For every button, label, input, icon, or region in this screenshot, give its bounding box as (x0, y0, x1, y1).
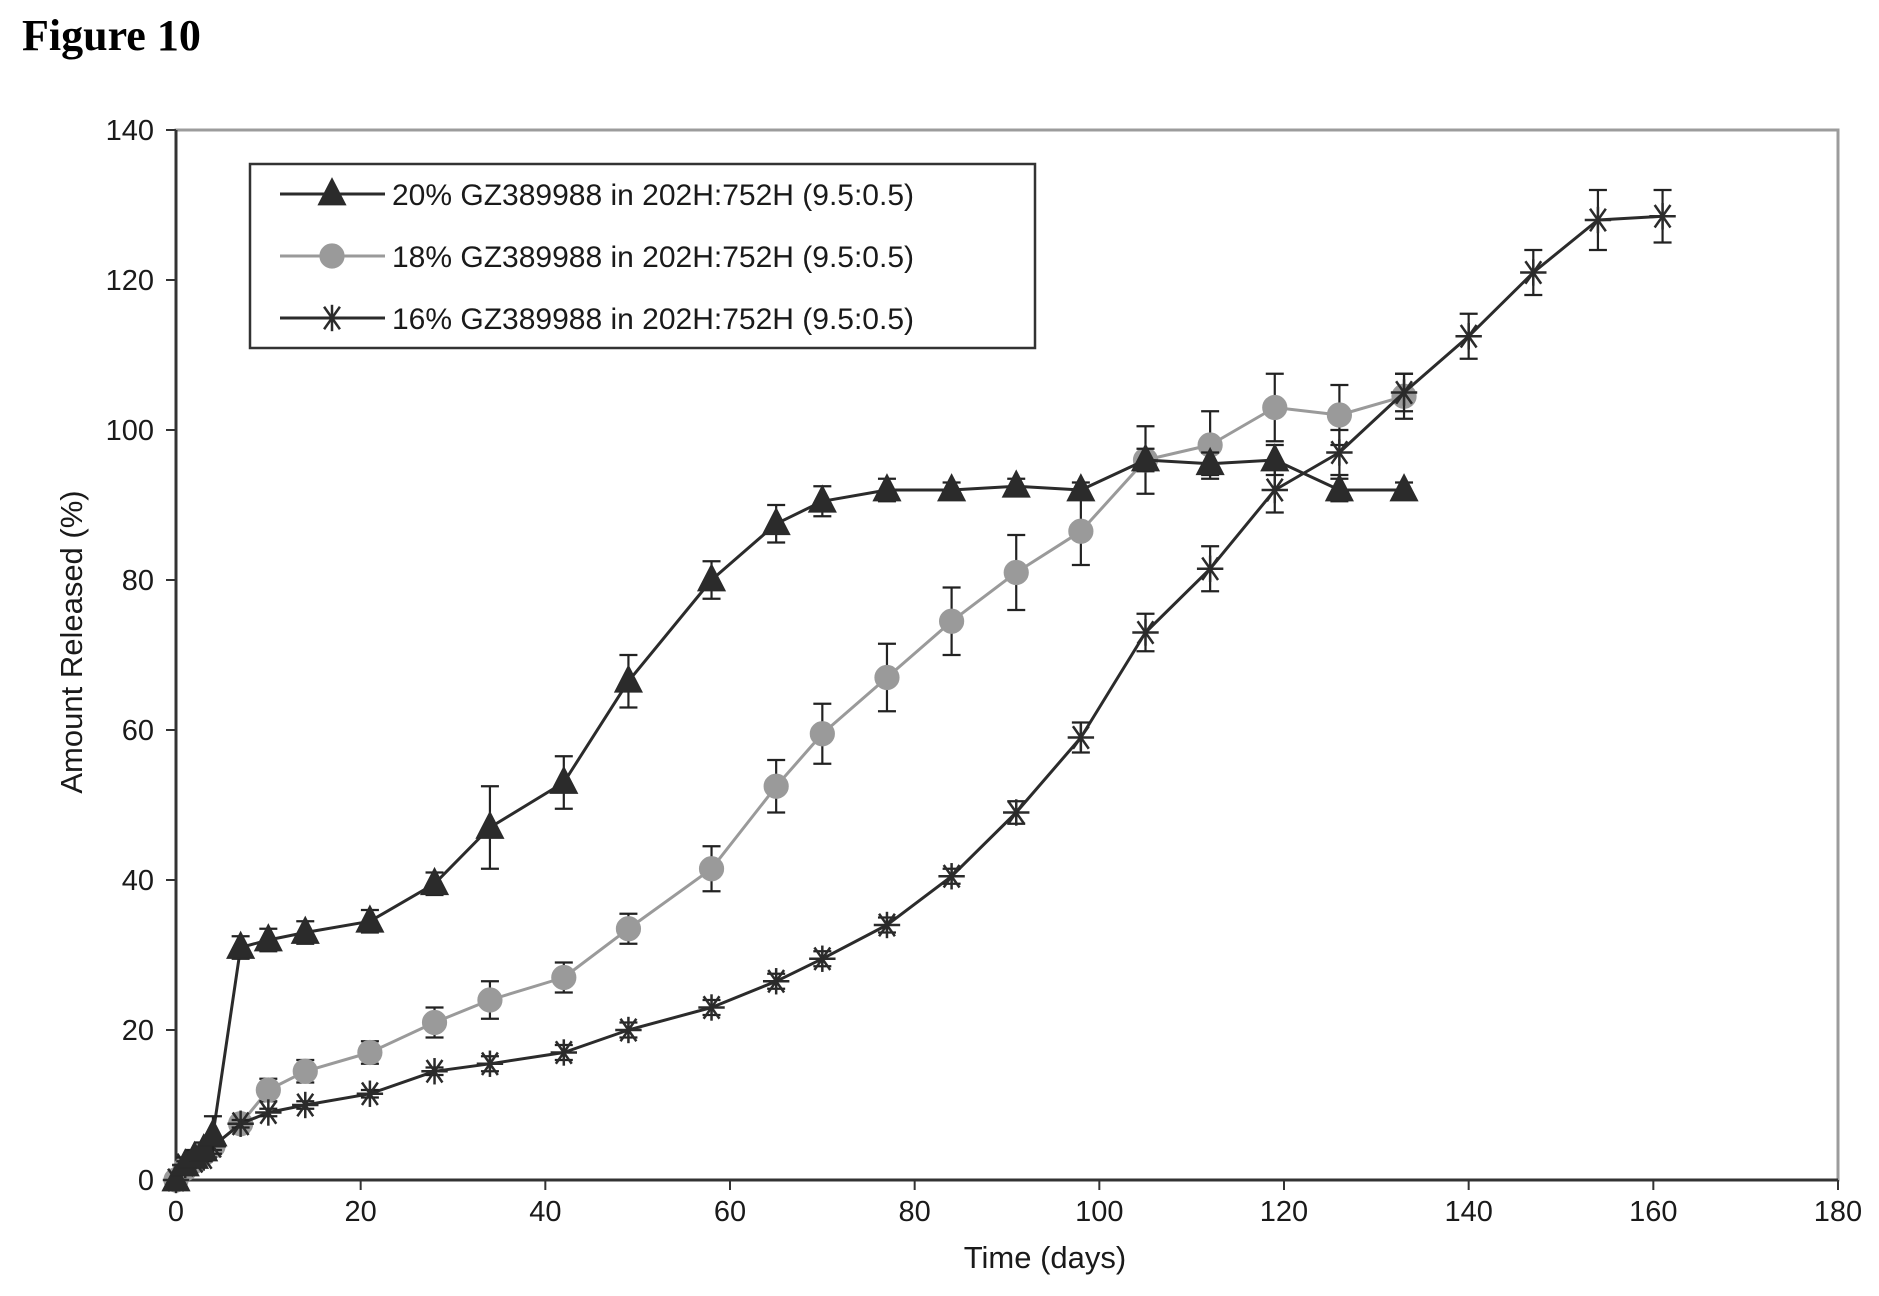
series-2 (163, 372, 1417, 1193)
y-tick-label: 100 (106, 415, 154, 447)
data-point (355, 904, 385, 933)
data-point (1195, 446, 1225, 476)
data-point (255, 1077, 281, 1103)
x-tick-label: 120 (1260, 1196, 1308, 1228)
data-point (551, 964, 577, 991)
series-line (174, 214, 1663, 1181)
data-point (475, 810, 505, 839)
data-point (1260, 443, 1290, 472)
data-point (1196, 555, 1224, 582)
legend-marker (318, 304, 346, 332)
data-point (696, 563, 727, 592)
data-point (421, 1058, 448, 1085)
data-point (1326, 402, 1353, 428)
data-point (807, 484, 837, 513)
data-point (477, 987, 503, 1013)
x-tick-label: 0 (168, 1196, 184, 1228)
legend-label: 18% GZ389988 in 202H:752H (9.5:0.5) (392, 241, 914, 274)
y-tick-label: 140 (106, 115, 154, 147)
data-point (613, 664, 644, 693)
x-tick-label: 40 (529, 1196, 561, 1228)
data-point (1067, 724, 1095, 751)
y-tick-label: 120 (106, 265, 154, 297)
figure-title: Figure 10 (22, 11, 201, 60)
data-point (1262, 394, 1288, 421)
data-point (1326, 439, 1353, 466)
x-axis-label: Time (days) (964, 1240, 1126, 1275)
x-tick-label: 20 (345, 1196, 377, 1228)
y-axis-label: Amount Released (%) (54, 490, 89, 793)
data-point (615, 916, 642, 942)
y-tick-label: 20 (122, 1015, 154, 1047)
data-point (226, 930, 256, 959)
x-tick-label: 100 (1075, 1196, 1123, 1228)
y-tick-label: 0 (138, 1165, 154, 1197)
data-point (189, 1133, 219, 1162)
data-point (1130, 443, 1161, 472)
data-point (227, 1110, 254, 1137)
data-point (937, 473, 967, 502)
y-tick-label: 80 (122, 565, 154, 597)
data-point (762, 968, 790, 995)
y-tick-label: 60 (122, 715, 154, 747)
data-point (615, 1016, 642, 1044)
x-tick-label: 140 (1444, 1196, 1492, 1228)
series-1 (161, 443, 1419, 1192)
series-line (174, 394, 1405, 1181)
data-point (253, 923, 283, 952)
data-point (873, 911, 901, 939)
legend-label: 16% GZ389988 in 202H:752H (9.5:0.5) (392, 303, 914, 336)
x-tick-label: 80 (899, 1196, 931, 1228)
legend-marker (317, 177, 347, 206)
data-point (1261, 476, 1288, 504)
x-tick-label: 180 (1814, 1196, 1862, 1228)
data-point (1066, 473, 1096, 502)
x-tick-label: 60 (714, 1196, 746, 1228)
data-point (1390, 379, 1418, 406)
data-point (809, 945, 836, 972)
data-point (1003, 799, 1030, 826)
data-point (1389, 473, 1419, 502)
data-point (874, 664, 900, 691)
x-tick-label: 160 (1629, 1196, 1677, 1228)
data-point (198, 1118, 228, 1147)
data-point (938, 863, 965, 890)
data-point (550, 1039, 577, 1066)
data-point (763, 773, 789, 799)
data-point (939, 608, 965, 634)
data-point (1455, 323, 1482, 350)
data-point (292, 1058, 318, 1084)
data-point (1324, 473, 1354, 502)
data-point (698, 856, 725, 882)
data-point (549, 765, 579, 794)
data-point (161, 1163, 191, 1192)
legend-marker (319, 243, 345, 269)
data-point (1003, 559, 1029, 586)
data-point (1520, 259, 1547, 286)
data-point (809, 721, 835, 747)
data-point (292, 1091, 319, 1119)
data-point (476, 1050, 504, 1077)
data-point (357, 1039, 383, 1066)
data-point (1068, 518, 1094, 544)
data-point (1132, 619, 1159, 646)
data-point (761, 506, 791, 536)
data-point (698, 994, 725, 1021)
data-point (255, 1099, 282, 1126)
data-point (1649, 203, 1676, 230)
data-point (419, 866, 450, 896)
data-point (421, 1009, 448, 1036)
legend-label: 20% GZ389988 in 202H:752H (9.5:0.5) (392, 179, 914, 212)
data-point (1584, 206, 1612, 234)
data-point (290, 915, 320, 944)
data-point (356, 1080, 384, 1107)
y-tick-label: 40 (122, 865, 154, 897)
data-point (1001, 469, 1031, 498)
data-point (872, 473, 902, 502)
